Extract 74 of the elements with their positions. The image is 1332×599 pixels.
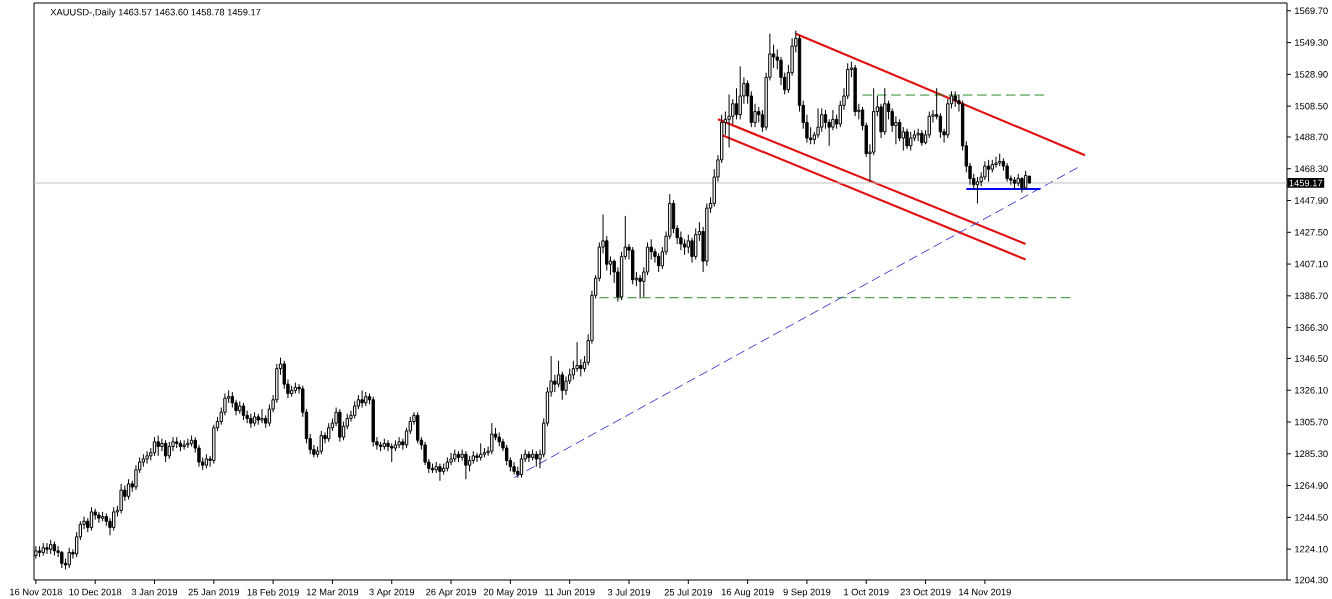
x-tick-label: 3 Jan 2019: [131, 588, 178, 596]
x-tick-label: 18 Feb 2019: [247, 588, 299, 596]
y-tick-label: 1386.70: [1295, 292, 1328, 300]
x-tick-label: 25 Jul 2019: [664, 588, 712, 596]
candlestick: [738, 65, 742, 120]
y-tick-label: 1528.90: [1295, 71, 1328, 78]
candlestick: [512, 461, 516, 476]
candlestick: [319, 430, 323, 455]
candlestick: [145, 450, 149, 465]
x-tick-label: 3 Jul 2019: [607, 588, 651, 596]
x-tick-label: 20 May 2019: [483, 588, 537, 598]
candlestick: [823, 109, 828, 130]
y-tick-label: 1326.10: [1295, 386, 1328, 394]
candlestick: [734, 87, 739, 120]
y-tick-label: 1204.30: [1295, 576, 1328, 584]
candlestick: [901, 126, 905, 152]
x-tick-label: 1 Oct 2019: [844, 588, 889, 596]
y-tick-label: 1468.30: [1295, 165, 1328, 173]
text: XAUUSD-,Daily 1463.57 1463.60 1458.78 1459.17: [50, 8, 261, 18]
y-tick-label: 1407.10: [1295, 260, 1328, 268]
candlestick: [905, 128, 909, 150]
candlestick: [45, 542, 49, 555]
candlestick: [360, 389, 364, 409]
candlestick: [897, 118, 902, 142]
candlestick: [327, 422, 331, 443]
candlestick: [119, 483, 123, 514]
candlestick: [464, 450, 468, 480]
y-tick-label: 1549.30: [1295, 39, 1328, 46]
candlestick: [156, 435, 160, 457]
candlestick: [260, 408, 264, 424]
x-tick-label: 14 Nov 2019: [959, 588, 1011, 596]
y-tick-label: 1264.90: [1295, 482, 1328, 489]
candlestick: [186, 438, 190, 449]
x-tick-label: 11 Jun 2019: [545, 588, 595, 596]
ref-line-label: 1459.17: [1289, 179, 1323, 187]
candlestick: [690, 237, 694, 264]
candlestick: [390, 442, 394, 463]
y-tick-label: 1488.70: [1295, 133, 1328, 141]
candlestick: [553, 374, 557, 393]
candlestick: [97, 511, 101, 524]
y-tick-label: 1427.50: [1295, 229, 1328, 236]
x-tick-label: 10 Dec 2018: [69, 588, 122, 596]
candlestick: [160, 438, 164, 452]
candlestick: [638, 274, 642, 299]
y-tick-label: 1244.50: [1295, 514, 1328, 521]
candlestick: [994, 156, 998, 169]
x-tick-label: 23 Oct 2019: [900, 588, 951, 596]
x-tick-label: 26 Apr 2019: [426, 588, 477, 598]
candlestick: [727, 93, 731, 148]
candlestick: [975, 176, 980, 204]
y-tick-label: 1305.70: [1295, 418, 1328, 426]
y-tick-label: 1508.50: [1295, 102, 1328, 110]
candlestick: [556, 360, 561, 388]
candlestick: [152, 436, 157, 457]
candlestick: [438, 463, 442, 482]
y-tick-label: 1224.10: [1295, 545, 1328, 553]
y-tick-label: 1366.30: [1295, 324, 1328, 331]
x-tick-label: 16 Nov 2018: [10, 588, 62, 596]
candlestick: [490, 422, 494, 455]
candlestick: [894, 115, 898, 145]
y-tick-label: 1346.50: [1295, 355, 1328, 362]
y-tick-label: 1569.70: [1295, 7, 1328, 15]
x-tick-label: 16 Aug 2019: [721, 588, 774, 598]
x-tick-label: 25 Jan 2019: [188, 588, 240, 596]
candlestick: [527, 450, 531, 463]
y-tick-label: 1447.90: [1295, 197, 1328, 204]
candlestick: [1005, 162, 1009, 183]
candlestick: [249, 413, 253, 429]
candlestick: [475, 452, 479, 463]
x-tick-label: 9 Sep 2019: [783, 588, 831, 598]
x-tick-label: 12 Mar 2019: [306, 588, 359, 596]
candlestick: [916, 128, 920, 142]
x-tick-label: 3 Apr 2019: [369, 588, 415, 598]
y-tick-label: 1285.30: [1295, 450, 1328, 458]
